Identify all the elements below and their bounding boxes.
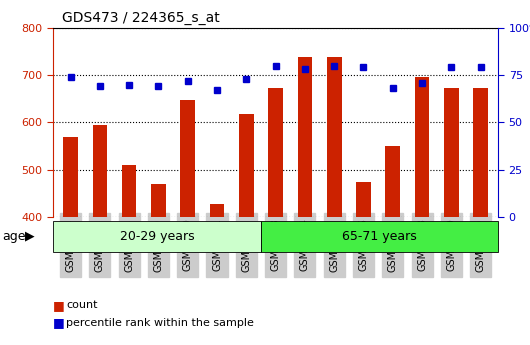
Bar [261,221,498,252]
Text: GDS473 / 224365_s_at: GDS473 / 224365_s_at [62,11,219,25]
Bar [63,137,78,345]
Bar [356,182,371,345]
Bar [239,115,254,345]
Bar [93,125,107,345]
Bar [210,204,224,345]
Bar [268,88,283,345]
Bar [122,165,137,345]
Text: count: count [66,300,98,310]
Bar [385,146,400,345]
Bar [151,184,166,345]
Text: 65-71 years: 65-71 years [342,230,417,243]
Text: percentile rank within the sample: percentile rank within the sample [66,318,254,327]
Text: ▶: ▶ [25,230,35,243]
Bar [180,100,195,345]
Text: ■: ■ [53,316,65,329]
Bar [297,58,312,345]
Bar [53,221,261,252]
Bar [473,88,488,345]
Text: age: age [3,230,26,243]
Bar [327,58,341,345]
Bar [444,88,458,345]
Text: 20-29 years: 20-29 years [120,230,194,243]
Text: ■: ■ [53,299,65,312]
Bar [414,77,429,345]
